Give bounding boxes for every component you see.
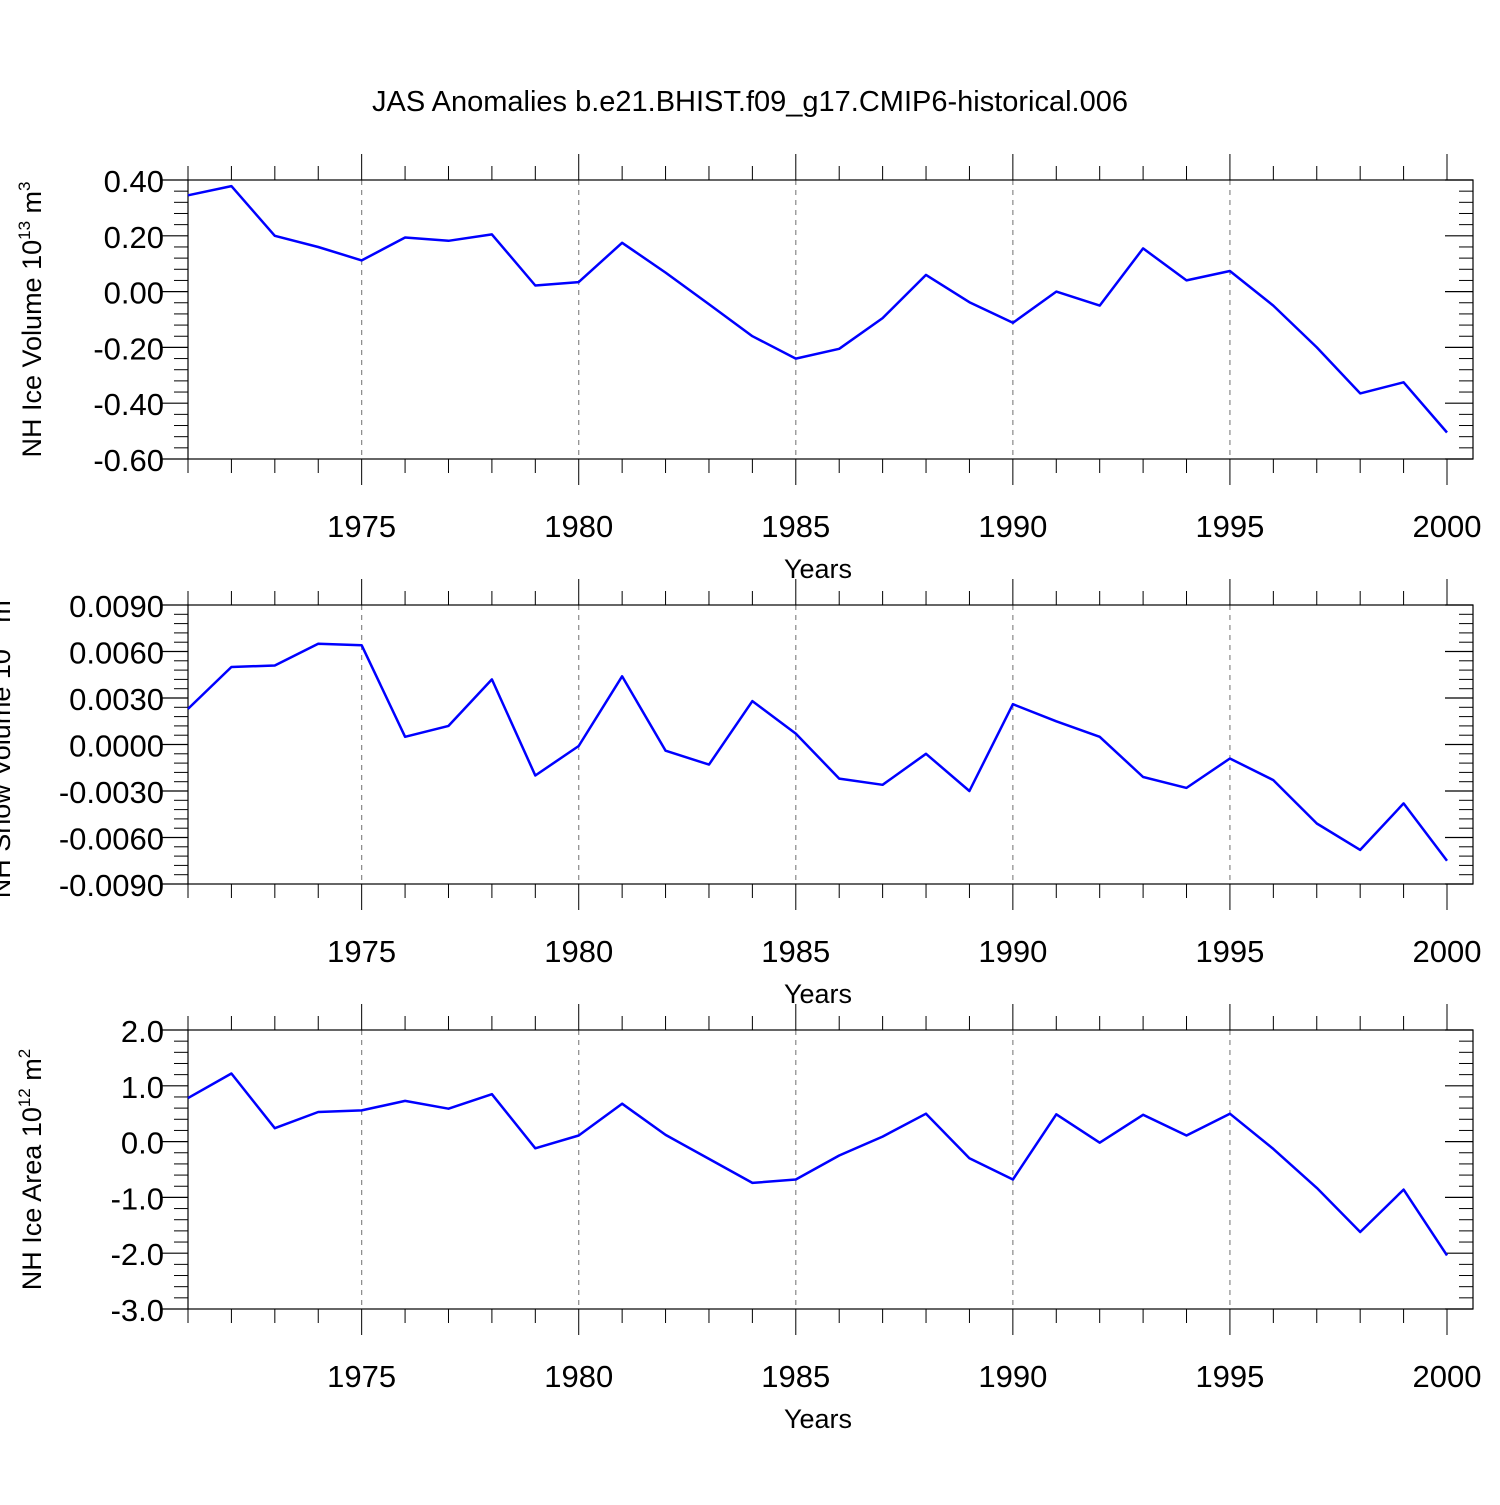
x-tick-label: 1985 [761, 509, 830, 544]
panel-3: 2.0 1.0 0.0 -1.0 -2.0 -3.0 1975 1980 1985 1990 199… [15, 1004, 1481, 1434]
y-tick-label: 0.0060 [69, 636, 164, 671]
y-axis-label-part: NH Snow Volume 10 [0, 649, 16, 898]
x-tick-label: 1980 [544, 934, 613, 969]
x-axis-label: Years [784, 554, 852, 584]
x-tick-label: 1980 [544, 509, 613, 544]
x-tick-label: 1995 [1195, 934, 1264, 969]
y-axis-label-superscript: 3 [15, 182, 34, 191]
x-tick-label: 1975 [327, 934, 396, 969]
y-tick-label: -0.20 [93, 331, 164, 366]
chart-title: JAS Anomalies b.e21.BHIST.f09_g17.CMIP6-… [0, 86, 1500, 119]
x-tick-label: 2000 [1413, 934, 1482, 969]
y-tick-label: -2.0 [111, 1237, 164, 1272]
x-tick-label: 1990 [978, 934, 1047, 969]
x-tick-label: 1995 [1195, 509, 1264, 544]
plot-frame [188, 605, 1473, 884]
y-tick-label: 0.0090 [69, 589, 164, 624]
y-axis-label-part: m [17, 191, 47, 221]
data-line [188, 1074, 1447, 1256]
panel-2: 0.0090 0.0060 0.0030 0.0000 -0.0030 -0.0060 -0… [0, 579, 1481, 1009]
y-axis-label-superscript: 13 [15, 221, 34, 240]
plot-frame [188, 1030, 1473, 1309]
x-tick-label: 1975 [327, 1359, 396, 1394]
y-axis-label-superscript: 12 [15, 1088, 34, 1107]
y-axis-label-superscript: 3 [0, 591, 3, 600]
x-tick-label: 1975 [327, 509, 396, 544]
plot-frame [188, 180, 1473, 459]
y-axis-label-part: m [0, 600, 16, 630]
x-tick-label: 1980 [544, 1359, 613, 1394]
y-tick-label: -1.0 [111, 1181, 164, 1216]
data-line [188, 644, 1447, 861]
x-axis-label: Years [784, 1404, 852, 1434]
y-axis-label-part: NH Ice Area 10 [17, 1107, 47, 1290]
y-axis-label-superscript: 13 [0, 630, 3, 649]
y-tick-label: -0.0030 [59, 775, 164, 810]
y-tick-label: -0.40 [93, 387, 164, 422]
y-tick-label: 0.0000 [69, 729, 164, 764]
x-tick-label: 1995 [1195, 1359, 1264, 1394]
panel-1: 0.40 0.20 0.00 -0.20 -0.40 -0.60 1975 1980 1985 1… [15, 154, 1481, 584]
y-tick-label: 0.20 [104, 220, 164, 255]
y-tick-label: 1.0 [121, 1070, 164, 1105]
y-tick-label: 0.0030 [69, 682, 164, 717]
x-tick-label: 1985 [761, 1359, 830, 1394]
y-axis-label: NH Ice Area 1012 m2 [15, 1049, 47, 1290]
y-axis-label-part: NH Ice Volume 10 [17, 240, 47, 458]
x-tick-label: 1990 [978, 509, 1047, 544]
data-line [188, 186, 1447, 432]
x-tick-label: 1990 [978, 1359, 1047, 1394]
y-tick-label: 0.40 [104, 164, 164, 199]
y-axis-label: NH Ice Volume 1013 m3 [15, 182, 47, 458]
y-tick-label: -0.0060 [59, 822, 164, 857]
x-tick-label: 2000 [1413, 1359, 1482, 1394]
x-tick-label: 2000 [1413, 509, 1482, 544]
y-axis-label-part: m [17, 1058, 47, 1088]
y-tick-label: -0.60 [93, 443, 164, 478]
x-axis-label: Years [784, 979, 852, 1009]
x-tick-label: 1985 [761, 934, 830, 969]
y-tick-label: -0.0090 [59, 868, 164, 903]
y-tick-label: 2.0 [121, 1014, 164, 1049]
y-tick-label: 0.0 [121, 1126, 164, 1161]
y-tick-label: -3.0 [111, 1293, 164, 1328]
y-axis-label: NH Snow Volume 1013 m3 [0, 591, 16, 899]
y-tick-label: 0.00 [104, 276, 164, 311]
y-axis-label-superscript: 2 [15, 1049, 34, 1058]
